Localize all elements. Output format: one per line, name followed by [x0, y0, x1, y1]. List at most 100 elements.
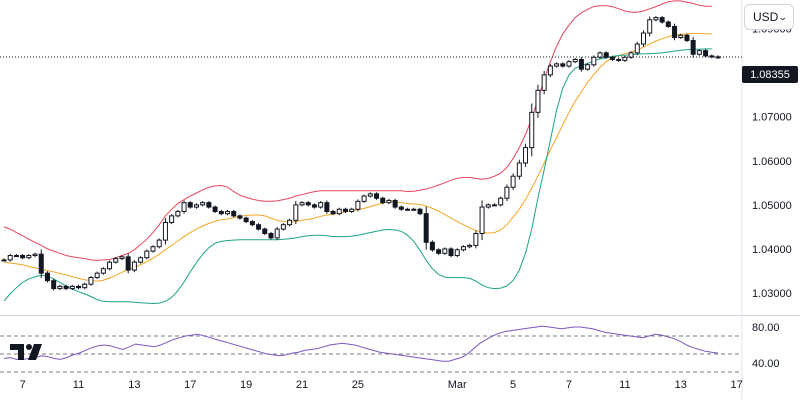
candle: [709, 54, 715, 59]
tradingview-logo: [10, 344, 42, 360]
time-tick-label: Mar: [448, 379, 467, 391]
candle: [181, 200, 187, 214]
time-tick-label: 17: [184, 379, 196, 391]
candle: [280, 223, 286, 231]
candle: [585, 63, 591, 71]
candle: [516, 159, 522, 180]
time-tick-label: 7: [566, 379, 572, 391]
candle: [187, 201, 193, 209]
candle: [690, 37, 696, 58]
time-tick-label: 13: [675, 379, 687, 391]
candle: [57, 284, 63, 291]
candle: [398, 205, 404, 211]
time-tick-label: 7: [20, 379, 26, 391]
candle: [156, 238, 162, 249]
time-tick-label: 11: [73, 379, 84, 391]
candle: [572, 57, 578, 64]
candle: [32, 252, 38, 258]
candle: [603, 51, 609, 59]
candle: [628, 51, 634, 59]
candle: [485, 203, 491, 209]
candle: [647, 16, 653, 37]
candle: [26, 253, 32, 260]
candle: [100, 267, 106, 275]
candle: [69, 284, 75, 291]
candle: [703, 49, 709, 58]
candle: [7, 253, 13, 262]
candle: [423, 206, 429, 250]
candle: [318, 201, 324, 209]
rsi-line: [3, 325, 719, 362]
candle: [405, 207, 411, 211]
candle: [547, 63, 553, 78]
candle: [436, 248, 442, 255]
candle: [138, 256, 144, 264]
time-tick-label: 13: [128, 379, 140, 391]
candle: [231, 209, 237, 218]
candle: [361, 194, 367, 203]
currency-select[interactable]: USD ⌄: [744, 4, 794, 30]
candle: [287, 218, 293, 227]
candle: [169, 214, 175, 225]
candle: [460, 245, 466, 252]
candle: [13, 253, 19, 258]
candle: [125, 253, 131, 274]
candle: [225, 209, 231, 216]
candle: [498, 196, 504, 207]
candle: [355, 199, 361, 212]
candle: [243, 216, 249, 224]
candle: [38, 249, 44, 278]
candle: [442, 247, 448, 255]
candle: [523, 143, 529, 167]
bollinger-bands: [3, 0, 712, 305]
candle: [473, 230, 479, 249]
candle: [665, 20, 671, 28]
candle: [429, 240, 435, 252]
candle: [467, 243, 473, 249]
candle: [634, 41, 640, 56]
candle: [76, 284, 82, 290]
candle: [678, 33, 684, 39]
candle: [150, 245, 156, 253]
candle: [144, 249, 150, 260]
candle: [386, 198, 392, 205]
candle: [392, 198, 398, 209]
time-tick-label: 19: [240, 379, 252, 391]
candle: [20, 253, 26, 260]
price-tick-label: 1.03000: [752, 288, 792, 300]
time-tick-label: 21: [296, 379, 308, 391]
candle: [299, 201, 305, 207]
rsi-pane: 80.00 40.00: [0, 322, 780, 373]
candle: [218, 209, 224, 216]
candle: [293, 201, 299, 225]
candle: [262, 227, 268, 236]
candle: [256, 223, 262, 231]
candle: [374, 192, 380, 200]
candle: [268, 231, 274, 240]
candle: [324, 200, 330, 214]
time-tick-label: 5: [510, 379, 516, 391]
candle: [591, 55, 597, 67]
bb-upper-line: [3, 0, 712, 261]
last-price-tag: 1.08355: [742, 66, 798, 83]
candle: [417, 207, 423, 216]
candle: [672, 23, 678, 41]
price-tick-label: 1.05000: [752, 200, 792, 212]
candle: [94, 271, 100, 280]
candle: [454, 248, 460, 258]
candle: [237, 214, 243, 220]
candle: [193, 203, 199, 209]
candle: [535, 84, 541, 118]
candle: [653, 16, 659, 22]
candle: [342, 207, 348, 214]
candle: [131, 260, 137, 273]
candle: [696, 49, 702, 56]
currency-label: USD: [753, 10, 779, 24]
candle: [448, 247, 454, 258]
bb-basis-line: [3, 33, 712, 282]
candle: [684, 33, 690, 43]
candle: [380, 196, 386, 205]
candle: [305, 201, 311, 207]
candle: [336, 207, 342, 216]
